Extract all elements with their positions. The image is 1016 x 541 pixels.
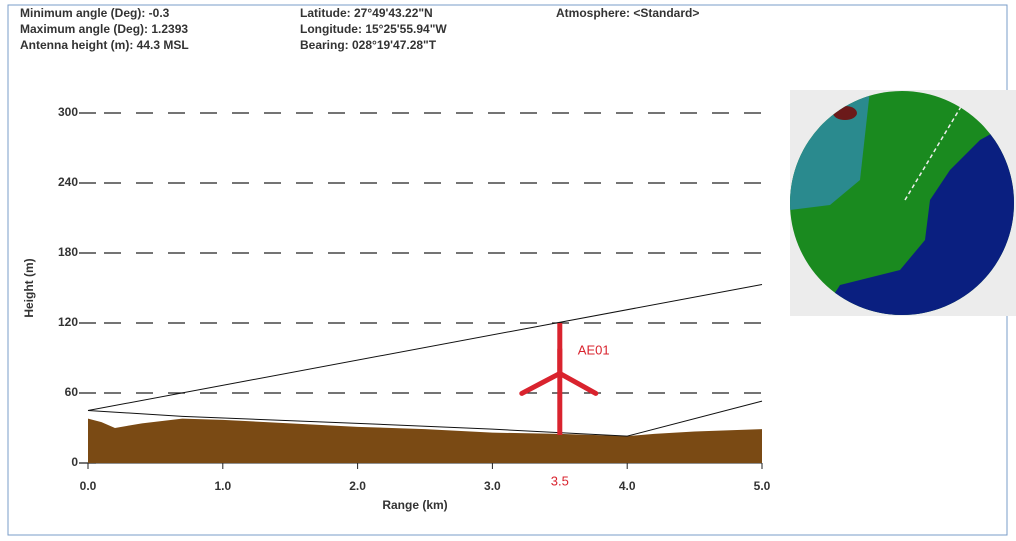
x-tick-label: 5.0 xyxy=(754,479,771,493)
info-text: Minimum angle (Deg): -0.3 xyxy=(20,6,170,20)
y-tick-label: 60 xyxy=(65,385,79,399)
turbine-label: AE01 xyxy=(578,342,610,357)
info-text: Longitude: 15°25'55.94"W xyxy=(300,22,447,36)
y-tick-label: 120 xyxy=(58,315,78,329)
turbine-blade xyxy=(519,370,563,396)
terrain-area xyxy=(88,418,762,463)
x-tick-label: 1.0 xyxy=(214,479,231,493)
map-sea xyxy=(820,120,1014,315)
beam-line xyxy=(87,284,763,411)
x-axis-label: Range (km) xyxy=(382,498,447,512)
y-tick-label: 240 xyxy=(58,175,78,189)
beam-line xyxy=(87,400,763,437)
y-tick-label: 300 xyxy=(58,105,78,119)
info-text: Atmosphere: <Standard> xyxy=(556,6,699,20)
y-tick-label: 180 xyxy=(58,245,78,259)
y-tick-label: 0 xyxy=(71,455,78,469)
mini-map xyxy=(790,90,1016,316)
y-axis-label: Height (m) xyxy=(22,258,36,317)
info-text: Latitude: 27°49'43.22"N xyxy=(300,6,433,20)
turbine-range-label: 3.5 xyxy=(551,473,569,488)
info-text: Bearing: 028°19'47.28"T xyxy=(300,38,437,52)
x-tick-label: 4.0 xyxy=(619,479,636,493)
x-tick-label: 3.0 xyxy=(484,479,501,493)
map-bearing xyxy=(904,99,966,201)
x-tick-label: 0.0 xyxy=(80,479,97,493)
info-text: Antenna height (m): 44.3 MSL xyxy=(20,38,189,52)
x-tick-label: 2.0 xyxy=(349,479,366,493)
info-text: Maximum angle (Deg): 1.2393 xyxy=(20,22,188,36)
turbine-blade xyxy=(557,370,599,396)
